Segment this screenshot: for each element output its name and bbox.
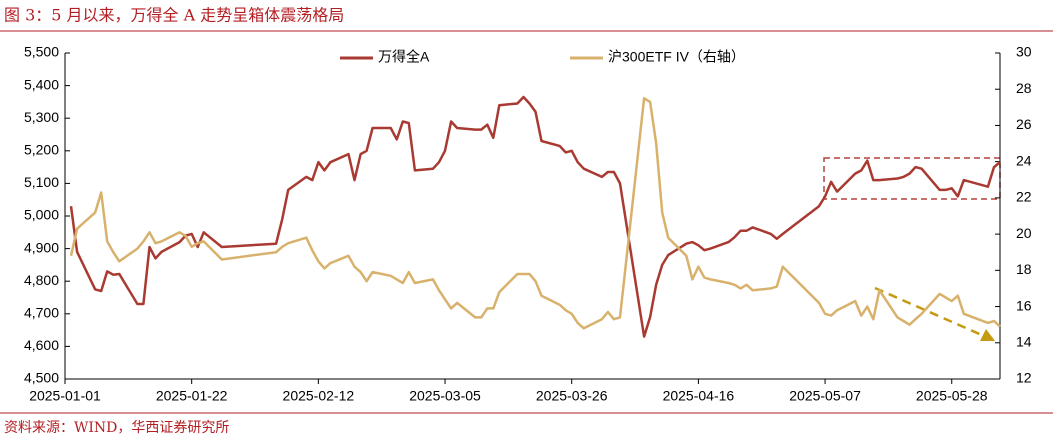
y-tick-label: 4,800 — [24, 272, 59, 288]
y-tick-label: 4,900 — [24, 239, 59, 255]
y2-tick-label: 20 — [1016, 225, 1032, 241]
y-tick-label: 5,200 — [24, 142, 59, 158]
source: 资料来源：WIND，华西证券研究所 — [4, 420, 229, 436]
y-tick-label: 4,700 — [24, 305, 59, 321]
legend-label: 沪300ETF IV（右轴） — [608, 49, 745, 65]
x-tick-label: 2025-05-28 — [916, 388, 988, 404]
y-tick-label: 4,500 — [24, 370, 59, 386]
x-tick-label: 2025-01-01 — [29, 388, 101, 404]
range-box — [823, 157, 1001, 200]
y2-tick-label: 22 — [1016, 189, 1032, 205]
y2-tick-label: 30 — [1016, 44, 1032, 60]
y2-tick-label: 26 — [1016, 116, 1032, 132]
chart-title: 图 3：5 月以来，万得全 A 走势呈箱体震荡格局 — [4, 6, 344, 25]
x-tick-label: 2025-04-16 — [663, 388, 735, 404]
y-tick-label: 4,600 — [24, 337, 59, 353]
legend-label: 万得全A — [378, 49, 430, 65]
y2-tick-label: 12 — [1016, 370, 1032, 386]
x-tick-label: 2025-01-22 — [156, 388, 228, 404]
y2-tick-label: 24 — [1016, 152, 1032, 168]
series-line — [69, 95, 1001, 338]
x-tick-label: 2025-03-05 — [409, 388, 481, 404]
series-line — [69, 97, 1001, 330]
y-tick-label: 5,000 — [24, 207, 59, 223]
y-tick-label: 5,300 — [24, 109, 59, 125]
y2-tick-label: 28 — [1016, 80, 1032, 96]
y-tick-label: 5,400 — [24, 76, 59, 92]
x-tick-label: 2025-02-12 — [283, 388, 355, 404]
trend-arrow — [874, 286, 985, 338]
y2-tick-label: 16 — [1016, 297, 1032, 313]
x-tick-label: 2025-03-26 — [536, 388, 608, 404]
y-tick-label: 5,100 — [24, 174, 59, 190]
y2-tick-label: 18 — [1016, 261, 1032, 277]
y2-tick-label: 14 — [1016, 333, 1032, 349]
trend-arrow-head — [980, 329, 995, 341]
y-tick-label: 5,500 — [24, 44, 59, 60]
x-tick-label: 2025-05-07 — [789, 388, 861, 404]
